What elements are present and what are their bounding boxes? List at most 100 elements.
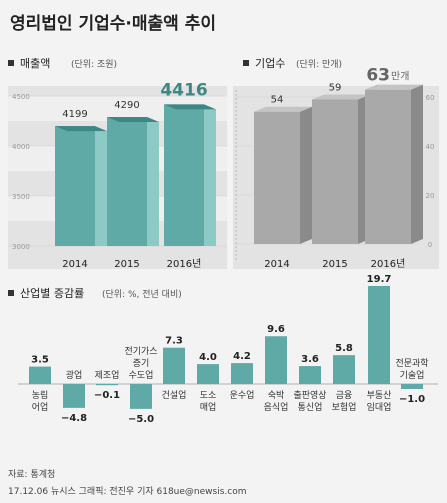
category-label: 통신업 xyxy=(298,402,323,413)
category-label: 금융 xyxy=(336,390,353,401)
category-label: 부동산 xyxy=(367,390,392,401)
bar-top xyxy=(254,106,312,112)
section-bullet xyxy=(8,60,14,66)
main-title: 영리법인 기업수·매출액 추이 xyxy=(10,14,216,34)
category-label: 임대업 xyxy=(367,401,392,413)
y-tick-label: 3000 xyxy=(12,243,30,251)
bar xyxy=(164,104,204,247)
data-label: 63 xyxy=(366,66,390,86)
data-label: 4.2 xyxy=(233,351,251,362)
category-label: 건설업 xyxy=(162,390,187,401)
source-text: 자료: 통계청 xyxy=(8,468,55,480)
chart-title: 산업별 증감률 xyxy=(20,287,84,300)
category-label: 수도업 xyxy=(129,370,154,381)
data-label: 4290 xyxy=(114,100,139,111)
category-label: 보험업 xyxy=(332,402,357,413)
bar-side xyxy=(147,117,159,246)
section-bullet xyxy=(243,60,249,66)
bar-top xyxy=(107,117,159,122)
data-label: −4.8 xyxy=(61,413,87,424)
bar xyxy=(107,117,147,246)
category-label: 운수업 xyxy=(230,390,255,401)
bar xyxy=(368,286,390,384)
bar-side xyxy=(300,106,312,244)
bar-side xyxy=(204,104,216,247)
bar xyxy=(254,111,300,244)
category-label: 전문과학 xyxy=(395,358,428,369)
bar xyxy=(265,336,287,384)
y-tick-label: 0 xyxy=(428,241,432,249)
bar xyxy=(365,89,411,245)
bar-top xyxy=(365,84,423,90)
category-label: 도소 xyxy=(200,390,217,401)
data-label-suffix: 만개 xyxy=(391,71,409,83)
data-label: −5.0 xyxy=(128,414,154,425)
x-tick-label: 2014 xyxy=(264,259,289,270)
data-label: 3.6 xyxy=(301,354,319,365)
bar xyxy=(96,384,118,386)
data-label: 59 xyxy=(329,82,342,93)
bar xyxy=(130,384,152,409)
x-tick-label: 2014 xyxy=(62,259,87,270)
chart-unit: (단위: 만개) xyxy=(296,59,342,70)
y-tick-label: 40 xyxy=(426,143,435,151)
data-label: 4199 xyxy=(62,109,87,120)
data-label: 4.0 xyxy=(199,352,217,363)
bar-top xyxy=(164,104,216,110)
bar-top xyxy=(55,126,107,132)
x-tick-label: 2016년 xyxy=(371,258,406,270)
category-label: 음식업 xyxy=(264,402,289,413)
category-label: 증기 xyxy=(133,358,150,369)
y-tick-label: 4500 xyxy=(12,93,30,101)
bar xyxy=(63,384,85,408)
data-label: −1.0 xyxy=(399,394,425,405)
category-label: 출판영상 xyxy=(293,390,326,401)
chart-title: 기업수 xyxy=(255,57,285,70)
category-label: 매업 xyxy=(200,402,217,413)
category-label: 제조업 xyxy=(95,370,120,381)
chart-unit: (단위: %, 전년 대비) xyxy=(102,289,182,300)
category-label: 어업 xyxy=(32,402,49,413)
chart-title: 매출액 xyxy=(20,57,50,70)
bar-side xyxy=(411,84,423,245)
chart-unit: (단위: 조원) xyxy=(71,59,117,70)
category-label: 농림 xyxy=(32,389,49,401)
bar xyxy=(299,366,321,384)
bar xyxy=(231,363,253,384)
credit-text: 17.12.06 뉴시스 그래픽: 전진우 기자 618ue@newsis.co… xyxy=(8,486,246,497)
data-label: 54 xyxy=(271,95,284,106)
bar xyxy=(55,126,95,246)
x-tick-label: 2015 xyxy=(322,259,347,270)
bar xyxy=(163,347,185,384)
y-tick-label: 3500 xyxy=(12,193,30,201)
category-label: 숙박 xyxy=(268,390,285,401)
x-tick-label: 2015 xyxy=(114,259,139,270)
company-count-chart: 기업수 (단위: 만개) 60 40 20 0 54 2014 59 2015 63 만개 2016년 xyxy=(233,57,439,270)
bar-side xyxy=(95,126,107,246)
bar-top xyxy=(312,94,370,100)
category-label: 전기가스 xyxy=(124,346,157,357)
revenue-chart: 매출액 (단위: 조원) 4500 4000 3500 3000 4199 2014 4290 2… xyxy=(8,57,227,270)
category-label: 기술업 xyxy=(400,370,425,381)
category-label: 광업 xyxy=(66,369,83,381)
bar xyxy=(333,355,355,384)
data-label: 7.3 xyxy=(165,336,183,347)
y-tick-label: 20 xyxy=(426,192,435,200)
bar xyxy=(29,366,51,384)
data-label: −0.1 xyxy=(94,390,120,401)
y-tick-label: 4000 xyxy=(12,143,30,151)
data-label: 5.8 xyxy=(335,343,353,354)
bar xyxy=(197,364,219,384)
y-tick-label: 60 xyxy=(426,94,435,102)
data-label: 9.6 xyxy=(267,324,285,335)
data-label: 4416 xyxy=(160,80,207,100)
data-label: 19.7 xyxy=(367,274,392,285)
data-label: 3.5 xyxy=(31,355,49,366)
bar xyxy=(312,99,358,244)
section-bullet xyxy=(8,290,14,296)
x-tick-label: 2016년 xyxy=(167,258,202,270)
bar xyxy=(401,384,423,389)
